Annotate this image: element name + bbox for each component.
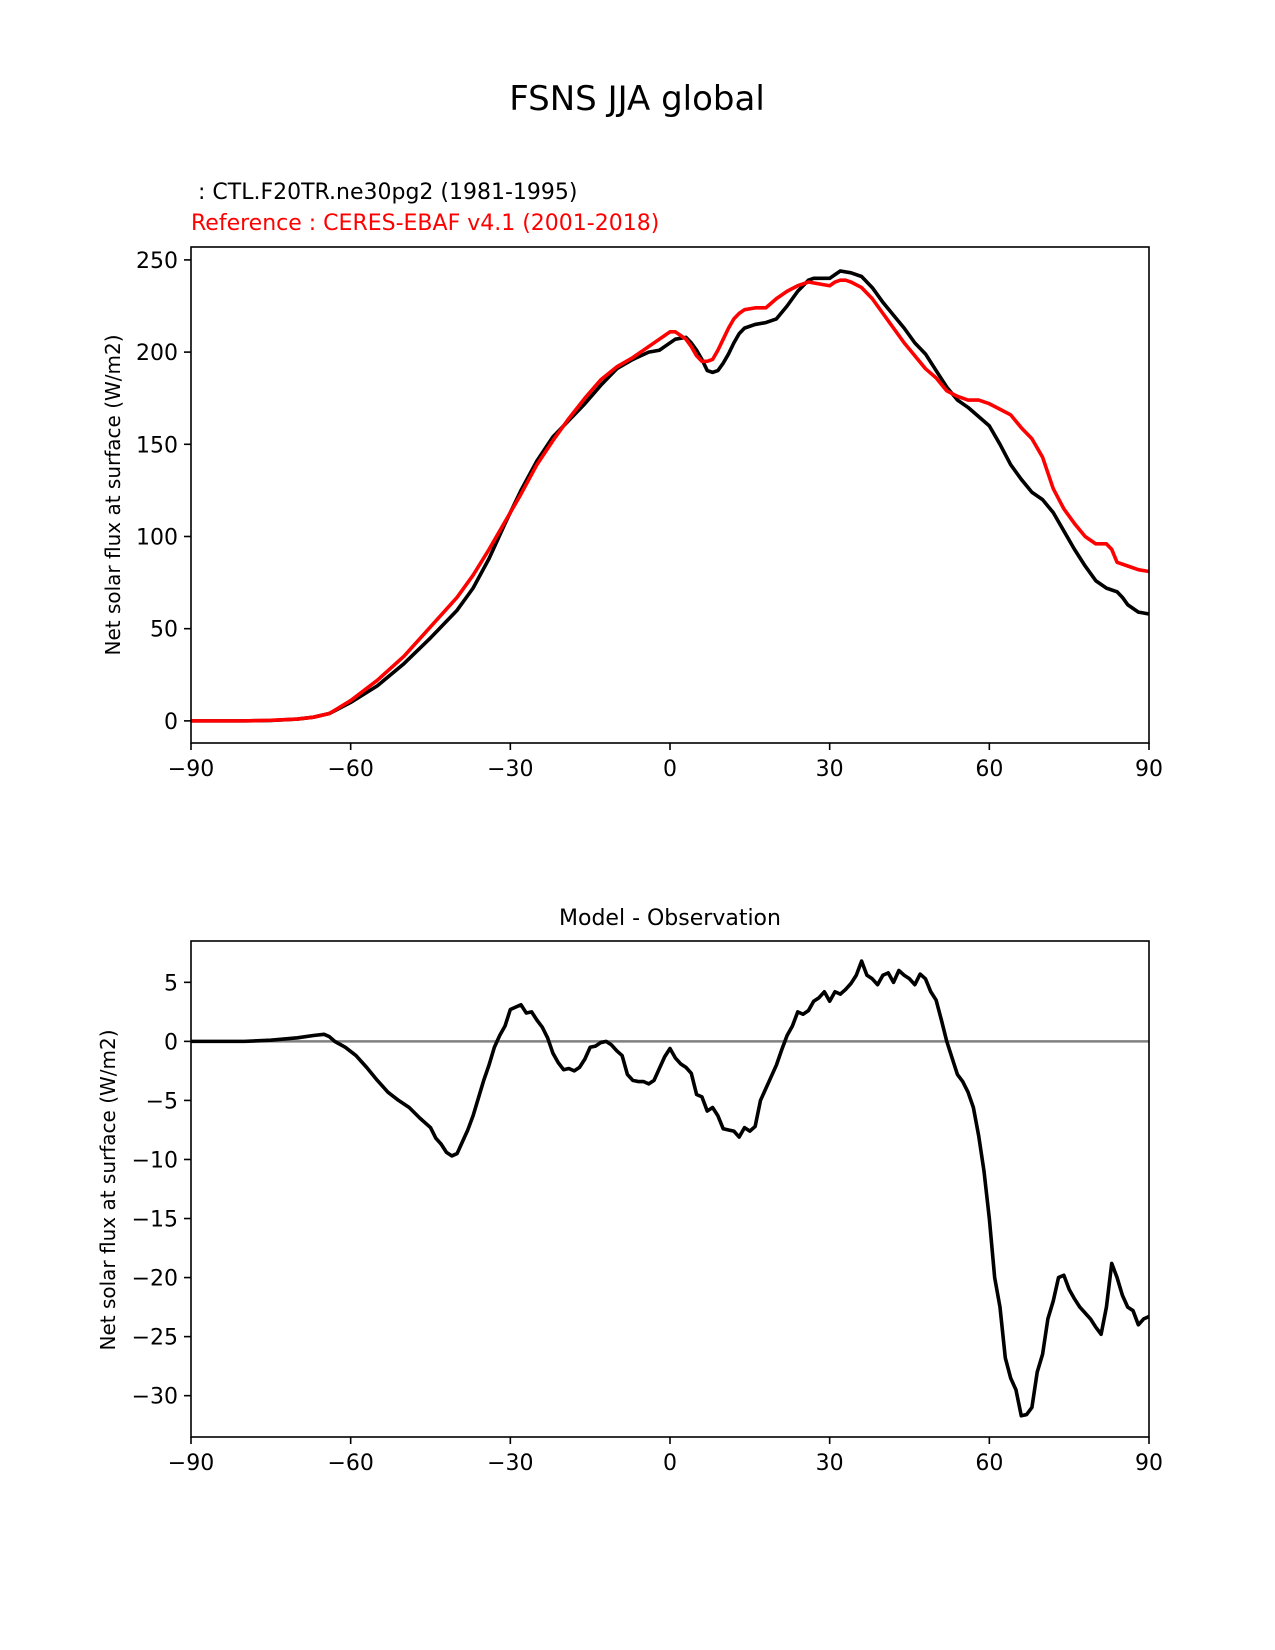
top-y-tick-label: 150 bbox=[136, 433, 178, 458]
top-series-line-1 bbox=[191, 278, 1149, 723]
figure-title: FSNS JJA global bbox=[509, 79, 765, 119]
bottom-y-tick-label: −25 bbox=[132, 1326, 178, 1351]
bottom-y-tick-label: −10 bbox=[132, 1148, 178, 1173]
top-x-tick-label: 30 bbox=[816, 757, 844, 782]
bottom-x-tick-label: 0 bbox=[663, 1451, 677, 1476]
bottom-y-tick-label: −15 bbox=[132, 1208, 178, 1233]
bottom-x-tick-label: −30 bbox=[487, 1451, 533, 1476]
top-plot-area: −90 −60 −30 0 30 60 90 0 50 100 150 200 250 bbox=[136, 246, 1163, 782]
top-x-tick-label: −90 bbox=[168, 757, 214, 782]
top-x-tick-label: 0 bbox=[663, 757, 677, 782]
top-series-line-0 bbox=[191, 269, 1149, 723]
reference-series-label: Reference : CERES-EBAF v4.1 (2001-2018) bbox=[191, 211, 659, 236]
top-x-tick-label: −60 bbox=[327, 757, 373, 782]
bottom-y-tick-label: 5 bbox=[164, 971, 178, 996]
top-y-tick-label: 50 bbox=[150, 618, 178, 643]
bottom-y-axis-label: Net solar flux at surface (W/m2) bbox=[96, 1029, 120, 1350]
test-series-label: : CTL.F20TR.ne30pg2 (1981-1995) bbox=[191, 180, 578, 205]
bottom-x-tick-label: 60 bbox=[975, 1451, 1003, 1476]
top-y-axis-label: Net solar flux at surface (W/m2) bbox=[101, 334, 125, 655]
bottom-chart-title: Model - Observation bbox=[559, 906, 781, 931]
bottom-x-tick-label: 30 bbox=[816, 1451, 844, 1476]
bottom-y-tick-label: 0 bbox=[164, 1030, 178, 1055]
top-chart: : CTL.F20TR.ne30pg2 (1981-1995) Referenc… bbox=[101, 180, 1163, 782]
bottom-series-line-0 bbox=[191, 959, 1149, 1418]
top-y-tick-label: 250 bbox=[136, 249, 178, 274]
top-x-tick-label: −30 bbox=[487, 757, 533, 782]
top-x-tick-label: 90 bbox=[1135, 757, 1163, 782]
bottom-x-tick-label: −60 bbox=[327, 1451, 373, 1476]
bottom-x-tick-label: 90 bbox=[1135, 1451, 1163, 1476]
top-plot-frame bbox=[190, 246, 1150, 744]
top-y-tick-label: 100 bbox=[136, 525, 178, 550]
bottom-y-tick-label: −20 bbox=[132, 1267, 178, 1292]
bottom-plot-area: −90 −60 −30 0 30 60 90 5 0 −5 −10 −15 −20 −25 −30 bbox=[132, 940, 1163, 1476]
top-y-tick-label: 200 bbox=[136, 341, 178, 366]
bottom-y-tick-label: −5 bbox=[146, 1089, 178, 1114]
top-y-tick-label: 0 bbox=[164, 710, 178, 735]
top-x-tick-label: 60 bbox=[975, 757, 1003, 782]
bottom-y-tick-label: −30 bbox=[132, 1385, 178, 1410]
bottom-chart: Model - Observation −90 −60 −30 0 30 60 90 5 0 −5… bbox=[96, 906, 1163, 1476]
bottom-x-tick-label: −90 bbox=[168, 1451, 214, 1476]
